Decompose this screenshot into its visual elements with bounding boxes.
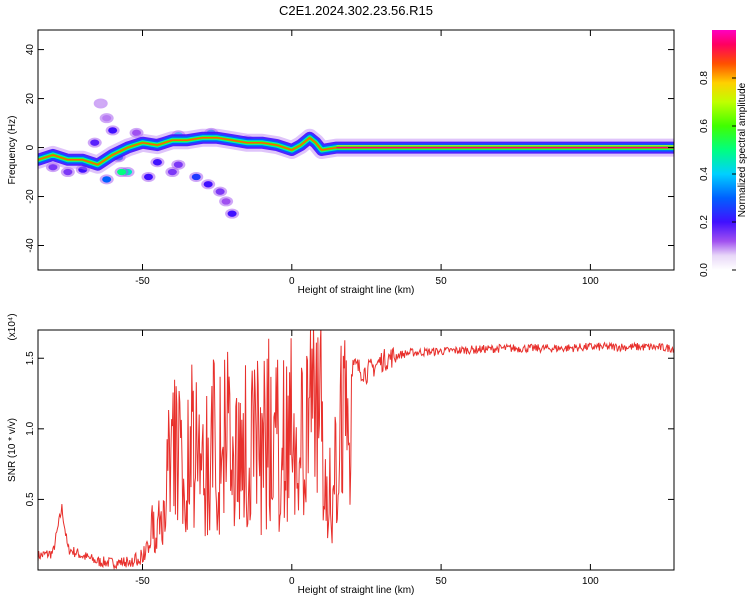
snr-y-ticks: 0.5 1.0 1.5 bbox=[25, 351, 674, 506]
spectrogram-blob bbox=[221, 198, 231, 205]
spectrogram-blob bbox=[90, 139, 100, 146]
colorbar-label: Normalized spectral amplitude bbox=[737, 82, 748, 217]
snr-x-ticks: -50 0 50 100 bbox=[135, 330, 599, 587]
colorbar-tick-label: 0.0 bbox=[699, 263, 710, 277]
spectrogram-blob bbox=[173, 161, 183, 168]
x-tick-label: 0 bbox=[289, 576, 295, 587]
spectrogram-y-ticks: -40 -20 0 20 40 bbox=[25, 44, 674, 253]
spectrogram-blob bbox=[102, 114, 112, 122]
x-tick-label: 50 bbox=[436, 276, 448, 287]
y-tick-label: 20 bbox=[25, 93, 36, 105]
chart-title: C2E1.2024.302.23.56.R15 bbox=[279, 3, 433, 18]
colorbar-tick-label: 0.4 bbox=[699, 167, 710, 181]
colorbar-tick-label: 0.8 bbox=[699, 71, 710, 85]
spectrogram-x-label: Height of straight line (km) bbox=[298, 285, 415, 296]
spectrogram-marks bbox=[38, 98, 674, 219]
spectrogram-blob bbox=[102, 176, 112, 183]
x-tick-label: -50 bbox=[135, 576, 150, 587]
y-tick-label: -40 bbox=[25, 238, 36, 253]
spectrogram-frame bbox=[37, 29, 675, 271]
y-tick-label: 0 bbox=[25, 144, 36, 150]
spectrogram-panel: -50 0 50 100 -40 -20 0 20 40 Height of straight… bbox=[7, 29, 675, 296]
snr-panel: -50 0 50 100 0.5 1.0 1.5 Height of straight l… bbox=[7, 313, 675, 596]
spectrogram-blob bbox=[227, 210, 237, 217]
snr-frame bbox=[37, 329, 675, 571]
colorbar: 0.0 0.2 0.4 0.6 0.8 Normalized spectral ampl… bbox=[699, 30, 748, 277]
colorbar-tick-label: 0.6 bbox=[699, 119, 710, 133]
snr-multiplier-label: (x10⁴) bbox=[7, 313, 18, 340]
snr-series-line bbox=[38, 330, 674, 570]
snr-x-label: Height of straight line (km) bbox=[298, 585, 415, 596]
x-tick-label: -50 bbox=[135, 276, 150, 287]
spectrogram-blob bbox=[78, 166, 88, 173]
x-tick-label: 50 bbox=[436, 576, 448, 587]
spectrogram-blob bbox=[132, 129, 142, 137]
spectrogram-blob bbox=[63, 168, 73, 176]
spectrogram-ridge-band bbox=[38, 137, 674, 166]
spectrogram-blob bbox=[215, 188, 225, 195]
colorbar-ticks: 0.0 0.2 0.4 0.6 0.8 bbox=[699, 71, 736, 277]
spectrogram-blob bbox=[152, 159, 162, 166]
spectrogram-blob bbox=[203, 181, 213, 188]
y-tick-label: -20 bbox=[25, 189, 36, 204]
y-tick-label: 1.5 bbox=[25, 351, 36, 365]
snr-y-label: SNR (10 * v/v) bbox=[7, 418, 18, 482]
spectrogram-blob bbox=[167, 168, 177, 176]
spectrogram-blob bbox=[48, 163, 58, 171]
spectrogram-blob bbox=[108, 127, 118, 134]
spectrogram-blob bbox=[96, 100, 106, 107]
colorbar-gradient bbox=[712, 30, 736, 270]
y-tick-label: 40 bbox=[25, 44, 36, 56]
x-tick-label: 100 bbox=[582, 276, 599, 287]
spectrogram-blob bbox=[143, 173, 153, 181]
x-tick-label: 0 bbox=[289, 276, 295, 287]
spectrogram-x-ticks: -50 0 50 100 bbox=[135, 30, 599, 287]
y-tick-label: 1.0 bbox=[25, 421, 36, 435]
x-tick-label: 100 bbox=[582, 576, 599, 587]
spectrogram-y-label: Frequency (Hz) bbox=[7, 116, 18, 185]
spectrogram-blob bbox=[191, 173, 201, 181]
colorbar-tick-label: 0.2 bbox=[699, 215, 710, 229]
y-tick-label: 0.5 bbox=[25, 492, 36, 506]
spectrogram-blob bbox=[117, 168, 127, 176]
